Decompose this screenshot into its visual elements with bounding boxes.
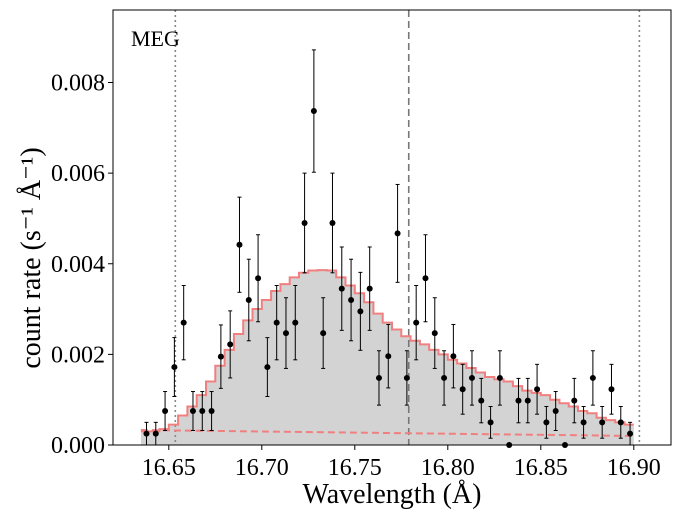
data-point bbox=[199, 408, 206, 415]
data-point bbox=[357, 308, 364, 315]
data-point bbox=[534, 386, 541, 393]
data-point bbox=[459, 386, 466, 393]
x-axis-ticks: 16.65 16.70 16.75 16.80 16.85 16.90 bbox=[142, 445, 661, 481]
data-point bbox=[478, 397, 485, 404]
data-point bbox=[348, 297, 355, 303]
data-point bbox=[171, 364, 178, 371]
data-point bbox=[273, 319, 280, 326]
y-tick-label: 0.000 bbox=[51, 433, 105, 459]
data-point bbox=[431, 330, 438, 337]
data-point bbox=[264, 364, 271, 371]
x-tick-label: 16.85 bbox=[514, 455, 568, 481]
data-point bbox=[515, 397, 522, 404]
data-point bbox=[496, 374, 503, 381]
data-point bbox=[403, 374, 410, 381]
data-point bbox=[208, 408, 215, 415]
reference-lines bbox=[174, 10, 641, 445]
y-tick-label: 0.006 bbox=[51, 161, 105, 187]
data-point bbox=[441, 374, 448, 381]
x-tick-label: 16.75 bbox=[328, 455, 382, 481]
data-point bbox=[301, 219, 308, 226]
x-tick-label: 16.70 bbox=[235, 455, 289, 481]
x-tick-label: 16.90 bbox=[607, 455, 661, 481]
instrument-annotation: MEG bbox=[131, 26, 180, 51]
data-point bbox=[580, 419, 587, 426]
data-point bbox=[543, 419, 550, 426]
data-point bbox=[189, 408, 196, 415]
y-tick-label: 0.004 bbox=[51, 252, 105, 278]
data-point bbox=[413, 319, 420, 326]
data-point bbox=[589, 374, 596, 381]
data-point bbox=[320, 330, 327, 337]
data-point bbox=[552, 408, 559, 415]
data-point bbox=[627, 430, 634, 437]
y-tick-label: 0.008 bbox=[51, 71, 105, 97]
data-point bbox=[236, 241, 243, 248]
data-point bbox=[143, 430, 150, 437]
data-point bbox=[385, 353, 392, 360]
data-point bbox=[599, 419, 606, 426]
axes-frame bbox=[112, 9, 672, 446]
data-point bbox=[571, 397, 578, 404]
plot-area bbox=[140, 10, 641, 448]
data-point bbox=[180, 319, 187, 326]
data-point bbox=[217, 353, 224, 360]
x-tick-label: 16.80 bbox=[421, 455, 475, 481]
data-point bbox=[255, 275, 262, 282]
x-tick-label: 16.65 bbox=[142, 455, 196, 481]
data-point bbox=[329, 219, 336, 226]
data-point bbox=[450, 353, 457, 360]
data-point bbox=[245, 297, 252, 303]
data-point bbox=[292, 319, 299, 326]
data-point bbox=[282, 330, 289, 337]
data-point bbox=[422, 275, 429, 282]
data-point bbox=[608, 386, 615, 393]
data-points bbox=[143, 108, 634, 448]
data-point bbox=[227, 341, 234, 348]
data-point bbox=[162, 408, 169, 415]
data-point bbox=[366, 285, 373, 292]
data-point bbox=[310, 108, 317, 115]
model-step-line bbox=[140, 269, 634, 433]
data-point bbox=[152, 430, 159, 437]
data-point bbox=[468, 374, 475, 381]
x-axis-label: Wavelength (Å) bbox=[303, 479, 482, 510]
data-point bbox=[375, 374, 382, 381]
data-point bbox=[617, 419, 624, 426]
data-point bbox=[487, 419, 494, 426]
data-point bbox=[524, 397, 531, 404]
data-point bbox=[394, 230, 401, 237]
continuum-dashed-line bbox=[140, 429, 634, 437]
y-axis-label: count rate (s⁻¹ Å⁻¹) bbox=[16, 147, 47, 368]
y-axis-ticks: 0.000 0.002 0.004 0.006 0.008 bbox=[51, 71, 113, 459]
y-tick-label: 0.002 bbox=[51, 342, 105, 368]
data-point bbox=[338, 285, 345, 292]
